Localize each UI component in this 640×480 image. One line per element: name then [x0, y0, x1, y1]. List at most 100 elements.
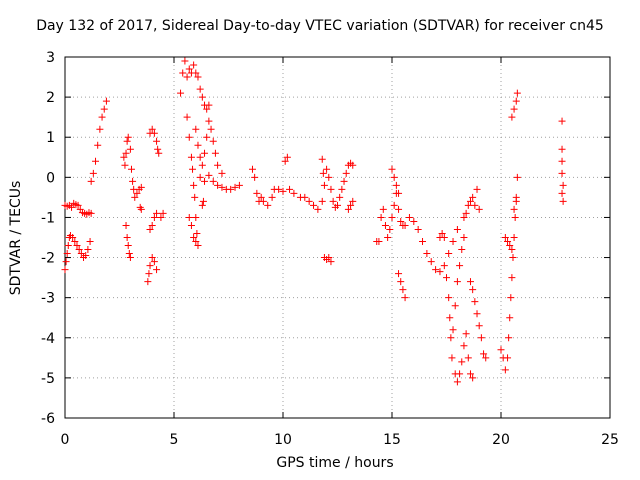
data-point-marker [347, 201, 355, 209]
data-point-marker [558, 117, 566, 125]
data-point-marker [121, 161, 129, 169]
data-point-marker [193, 229, 201, 237]
data-point-marker [319, 169, 327, 177]
data-point-marker [125, 250, 133, 258]
y-tick-label: -3 [41, 291, 55, 307]
y-tick-label: 3 [46, 50, 55, 66]
data-point-marker [469, 374, 477, 382]
data-point-marker [449, 326, 457, 334]
data-point-marker [201, 149, 209, 157]
data-point-marker [504, 238, 512, 246]
data-point-marker [61, 266, 69, 274]
data-point-marker [123, 137, 131, 145]
data-point-marker [137, 183, 145, 191]
data-point-marker [325, 173, 333, 181]
data-point-marker [154, 145, 162, 153]
data-point-marker [63, 250, 71, 258]
x-tick-label: 25 [601, 432, 619, 448]
data-point-marker [92, 157, 100, 165]
data-point-marker [185, 65, 193, 73]
data-point-marker [148, 254, 156, 262]
data-point-marker [458, 246, 466, 254]
data-point-marker [401, 294, 409, 302]
data-point-marker [100, 105, 108, 113]
data-point-marker [414, 225, 422, 233]
data-point-marker [194, 141, 202, 149]
data-point-marker [443, 274, 450, 282]
data-point-marker [327, 258, 335, 266]
data-point-marker [473, 185, 481, 193]
data-point-marker [201, 177, 209, 185]
data-point-marker [187, 221, 195, 229]
data-point-marker [336, 193, 344, 201]
data-point-marker [558, 169, 566, 177]
data-point-marker [177, 89, 185, 97]
data-point-marker [214, 161, 222, 169]
data-point-marker [453, 378, 461, 386]
data-point-marker [196, 85, 204, 93]
data-point-marker [77, 250, 85, 258]
data-point-marker [218, 183, 226, 191]
data-point-marker [509, 254, 517, 262]
data-point-marker [187, 153, 195, 161]
data-point-marker [447, 334, 455, 342]
data-point-marker [340, 177, 348, 185]
data-point-marker [310, 201, 318, 209]
data-point-marker [198, 161, 206, 169]
data-point-marker [198, 201, 206, 209]
data-point-marker [323, 165, 331, 173]
data-point-marker [456, 370, 464, 378]
data-point-marker [448, 354, 456, 362]
data-point-marker [69, 234, 77, 241]
data-point-marker [251, 173, 259, 181]
data-point-marker [388, 213, 396, 221]
data-point-marker [395, 205, 403, 213]
data-point-marker [248, 165, 256, 173]
data-point-marker [453, 225, 461, 233]
data-point-marker [305, 197, 313, 205]
chart-title: Day 132 of 2017, Sidereal Day-to-day VTE… [36, 18, 604, 34]
data-point-marker [259, 197, 267, 205]
data-point-marker [458, 358, 466, 366]
data-point-marker [185, 133, 193, 141]
data-point-marker [504, 354, 512, 362]
data-point-marker [257, 193, 265, 201]
data-point-marker [511, 213, 519, 221]
plot-frame [64, 56, 611, 419]
data-point-marker [401, 221, 409, 229]
data-point-marker [196, 153, 204, 161]
data-point-marker [192, 69, 200, 77]
data-point-marker [94, 141, 102, 149]
data-point-marker [558, 145, 566, 153]
data-point-marker [510, 234, 518, 241]
data-point-marker [395, 189, 403, 197]
data-point-marker [375, 238, 383, 246]
data-point-marker [205, 101, 213, 109]
data-point-marker [469, 193, 477, 201]
data-point-marker [62, 258, 70, 266]
data-point-marker [190, 234, 198, 241]
data-point-marker [501, 366, 509, 374]
data-point-marker [82, 252, 90, 260]
y-tick-label: 2 [46, 90, 55, 106]
data-point-marker [381, 221, 389, 229]
data-point-marker [126, 145, 134, 153]
data-point-marker [74, 201, 82, 209]
axis-ticks: 0 5 10 15 20 25 -6 -5 -4 -3 -2 -1 0 1 2 3 [41, 50, 619, 448]
data-point-marker [279, 187, 287, 195]
data-point-marker [473, 310, 481, 318]
data-point-marker [469, 286, 477, 294]
x-tick-label: 20 [492, 432, 510, 448]
data-point-marker [507, 294, 515, 302]
data-point-marker [559, 181, 567, 189]
data-point-marker [512, 197, 520, 205]
data-point-marker [384, 234, 392, 241]
data-point-marker [399, 286, 407, 294]
data-point-marker [397, 217, 405, 225]
data-point-marker [462, 209, 470, 217]
data-point-marker [510, 105, 518, 113]
data-point-marker [153, 137, 161, 145]
data-point-marker [436, 268, 444, 276]
data-point-marker [122, 221, 130, 229]
